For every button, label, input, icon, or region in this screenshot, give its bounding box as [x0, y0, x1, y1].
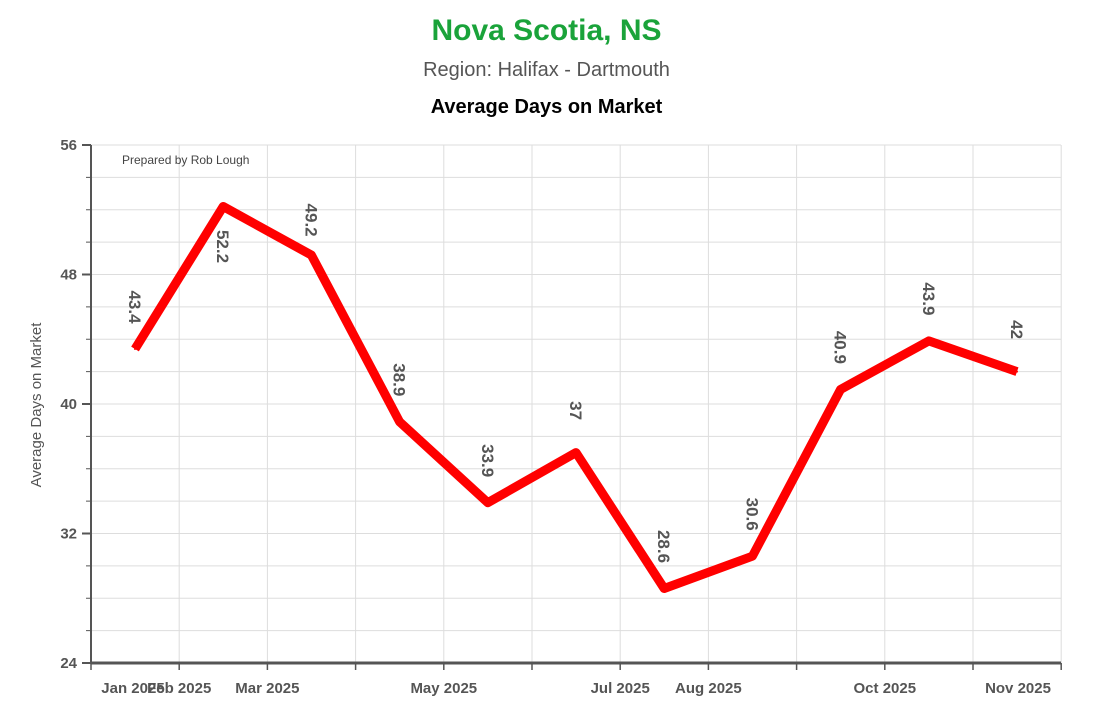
x-tick-label: Aug 2025: [675, 680, 742, 697]
chart-title: Average Days on Market: [430, 96, 663, 118]
y-tick-label: 56: [60, 137, 77, 154]
series-group: [131, 202, 1019, 593]
x-tick-label: Nov 2025: [985, 680, 1051, 697]
data-label: 37: [566, 401, 585, 420]
data-label: 49.2: [301, 204, 320, 237]
y-tick-label: 32: [60, 526, 77, 543]
data-point: [839, 388, 842, 391]
axes: [82, 144, 1062, 670]
x-tick-label: Mar 2025: [235, 680, 299, 697]
y-tick-label: 48: [60, 267, 77, 284]
y-tick-labels: 24 32 40 48 56: [60, 137, 77, 672]
y-axis-label: Average Days on Market: [28, 322, 45, 488]
data-label: 52.2: [213, 230, 232, 263]
data-point: [927, 339, 930, 342]
data-labels: 43.4 52.2 49.2 38.9 33.9 37 28.6 30.6 40.9 43.9 42: [125, 204, 1026, 563]
y-tick-label: 24: [60, 655, 77, 672]
data-point: [751, 555, 754, 558]
credit-text: Prepared by Rob Lough: [122, 153, 249, 167]
x-tick-label: Jan 2025: [101, 680, 164, 697]
data-point: [310, 254, 313, 257]
data-label: 33.9: [478, 444, 497, 477]
data-point: [398, 420, 401, 423]
region-subtitle: Region: Halifax - Dartmouth: [423, 59, 670, 81]
data-point: [134, 347, 136, 350]
grid-lines: [91, 144, 1062, 663]
x-tick-label: Feb 2025: [147, 680, 211, 697]
x-tick-label: May 2025: [410, 680, 477, 697]
data-label: 30.6: [742, 498, 761, 531]
data-point: [663, 587, 666, 590]
data-point: [486, 501, 489, 504]
data-point: [575, 451, 577, 454]
data-label: 43.4: [125, 290, 144, 324]
x-tick-label: Oct 2025: [854, 680, 917, 697]
page-title: Nova Scotia, NS: [431, 14, 662, 47]
x-tick-label: Jul 2025: [591, 680, 650, 697]
data-label: 43.9: [919, 282, 938, 315]
data-label: 40.9: [831, 331, 850, 364]
data-label: 28.6: [654, 530, 673, 563]
y-tick-label: 40: [60, 396, 77, 413]
data-point: [222, 205, 225, 208]
data-label: 38.9: [390, 363, 409, 396]
data-point: [1016, 370, 1018, 373]
data-label: 42: [1007, 320, 1026, 339]
